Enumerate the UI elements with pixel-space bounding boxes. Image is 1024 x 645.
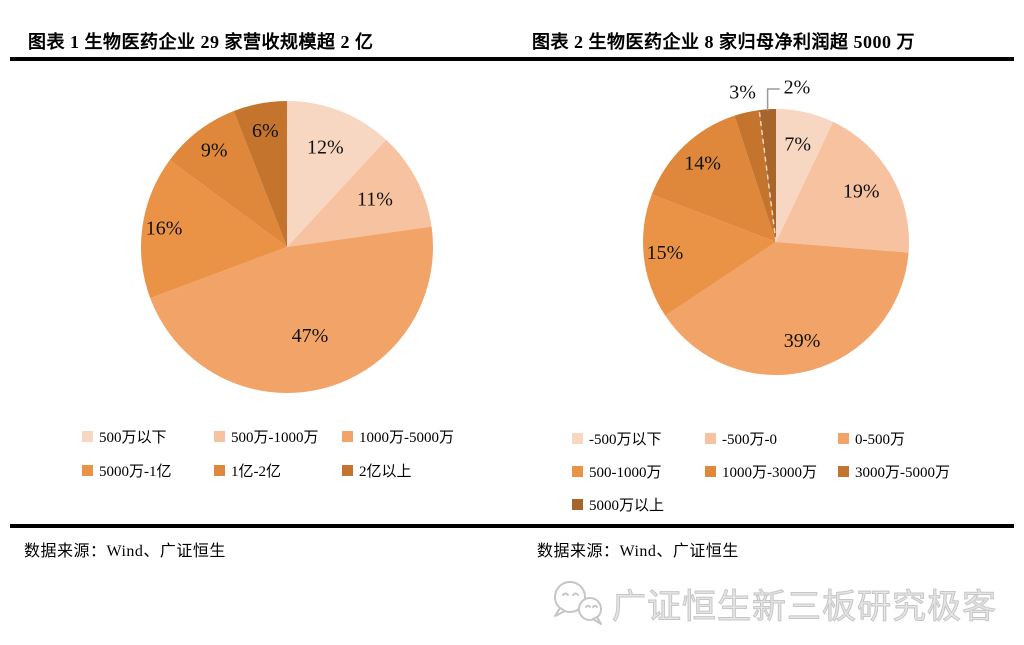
pie-slice	[287, 101, 387, 247]
revenue-pie-legend: 500万以下 500万-1000万 1000万-5000万 5000万-1亿 1亿-2亿…	[82, 426, 492, 481]
legend-label: 5000万以上	[589, 498, 665, 514]
pie-slice-label: 6%	[252, 120, 279, 142]
legend-label: 500-1000万	[589, 465, 662, 481]
pie-slice-label: 12%	[307, 137, 344, 159]
legend-label: 0-500万	[855, 432, 905, 448]
legend-item: 3000万-5000万	[838, 461, 998, 482]
pie-slice	[233, 101, 287, 247]
watermark-text: 广证恒生新三板研究极客	[612, 588, 997, 626]
legend-swatch	[342, 431, 353, 442]
legend-label: -500万以下	[589, 432, 662, 448]
legend-label: 5000万-1亿	[99, 464, 172, 480]
legend-label: 2亿以上	[359, 464, 412, 480]
legend-item: -500万以下	[572, 428, 705, 449]
pie-slice-label: 7%	[784, 134, 811, 156]
pie-slice	[643, 194, 776, 316]
pie-slice-label: 14%	[684, 153, 721, 175]
legend-item: 500万-1000万	[214, 426, 342, 447]
legend-swatch	[572, 499, 583, 510]
legend-item: 1000万-5000万	[342, 426, 492, 447]
pie-slice	[776, 109, 834, 242]
legend-item: 500-1000万	[572, 461, 705, 482]
wechat-logo-icon	[554, 581, 602, 625]
pie-slice-label: 19%	[843, 180, 880, 202]
chart1-source: 数据来源：Wind、广证恒生	[24, 543, 226, 560]
legend-swatch	[838, 433, 849, 444]
pie-slice	[665, 242, 909, 375]
legend-item: 5000万-1亿	[82, 460, 214, 481]
legend-swatch	[82, 431, 93, 442]
legend-label: 3000万-5000万	[855, 465, 950, 481]
legend-label: 1000万-3000万	[722, 465, 817, 481]
slice-divider-dashed	[758, 109, 777, 243]
legend-item: 500万以下	[82, 426, 214, 447]
pie-slice-label: 2%	[784, 77, 811, 99]
legend-swatch	[342, 465, 353, 476]
pie-slice-label: 47%	[292, 325, 329, 347]
legend-label: -500万-0	[722, 432, 777, 448]
legend-label: 1亿-2亿	[231, 464, 281, 480]
callout-leader-line	[766, 88, 780, 111]
legend-swatch	[572, 433, 583, 444]
chart2-title: 图表 2 生物医药企业 8 家归母净利润超 5000 万	[532, 32, 915, 52]
pie-slice	[734, 110, 776, 242]
legend-item: 2亿以上	[342, 460, 492, 481]
pie-slice	[776, 121, 909, 253]
pie-slice	[140, 160, 287, 299]
legend-label: 500万以下	[99, 430, 167, 446]
pie-slice-label: 39%	[784, 330, 821, 352]
watermark: 广证恒生新三板研究极客	[548, 578, 997, 628]
legend-swatch	[705, 433, 716, 444]
pie-slice	[287, 139, 432, 247]
legend-swatch	[214, 465, 225, 476]
legend-swatch	[838, 466, 849, 477]
profit-pie-legend: -500万以下 -500万-0 0-500万 500-1000万 1000万-3000万…	[572, 428, 998, 515]
chart1-title: 图表 1 生物医药企业 29 家营收规模超 2 亿	[28, 32, 374, 52]
pie-slice-label: 16%	[146, 217, 183, 239]
bottom-divider	[10, 524, 1014, 528]
pie-slice	[150, 226, 433, 394]
legend-item: -500万-0	[705, 428, 838, 449]
pie-slice-label: 15%	[647, 242, 684, 264]
pie-slice-label: 9%	[201, 139, 228, 161]
revenue-pie-chart: 12% 11% 47% 16% 9% 6%	[140, 101, 433, 394]
legend-swatch	[214, 431, 225, 442]
profit-pie-chart: 7% 19% 39% 15% 14% 3% 2%	[643, 77, 909, 375]
legend-swatch	[82, 465, 93, 476]
pie-slice	[651, 115, 776, 242]
chart2-source: 数据来源：Wind、广证恒生	[537, 543, 739, 560]
legend-item: 1亿-2亿	[214, 460, 342, 481]
top-divider	[10, 57, 1014, 61]
legend-label: 500万-1000万	[231, 430, 319, 446]
legend-label: 1000万-5000万	[359, 430, 454, 446]
legend-item: 0-500万	[838, 428, 998, 449]
pie-slice-label: 3%	[729, 82, 756, 104]
pie-slice-label: 11%	[357, 189, 393, 211]
legend-item: 5000万以上	[572, 494, 705, 515]
legend-swatch	[705, 466, 716, 477]
pie-slice	[169, 111, 287, 247]
legend-swatch	[572, 466, 583, 477]
legend-item: 1000万-3000万	[705, 461, 838, 482]
